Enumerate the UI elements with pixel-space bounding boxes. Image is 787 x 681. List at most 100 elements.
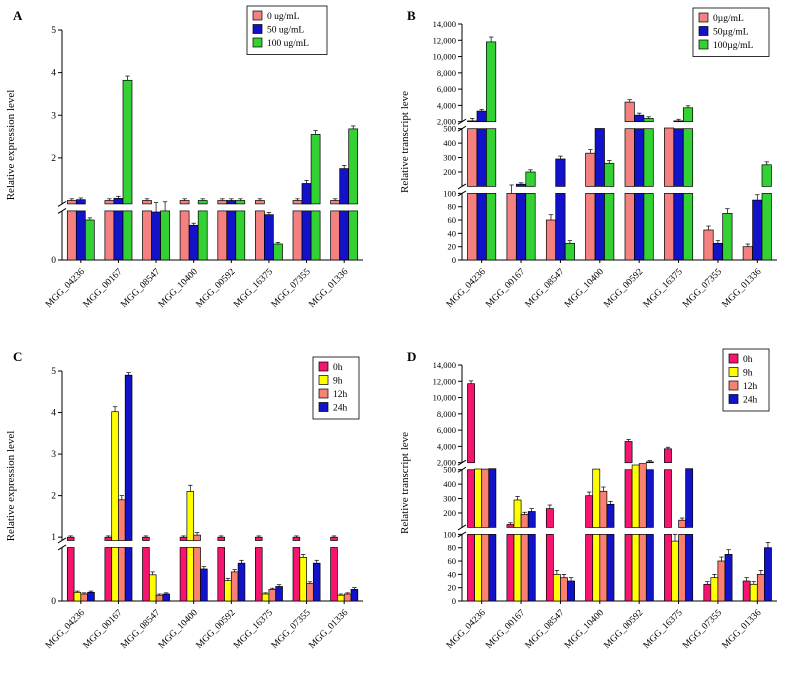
bar: [513, 499, 522, 528]
bar: [624, 128, 635, 187]
bar: [513, 534, 522, 602]
bar: [339, 168, 350, 205]
y-tick-label: 12,000: [433, 376, 456, 386]
legend-label: 24h: [743, 396, 758, 406]
category-label: MGG_00167: [484, 608, 527, 651]
bar: [188, 224, 199, 261]
bar: [179, 200, 190, 205]
bar: [261, 593, 270, 602]
y-tick-label: 8,000: [437, 68, 456, 78]
panel-b: B 0 20 40 60 80 100 200 300 400 500 2,000 4,000 6,00…: [394, 0, 787, 340]
y-tick-label: 400: [443, 479, 456, 489]
bar: [148, 574, 157, 602]
bar: [80, 593, 88, 602]
y-tick-label: 20: [448, 583, 457, 593]
bars: [467, 380, 772, 602]
bars: [66, 372, 359, 602]
y-tick-label: 4,000: [437, 100, 456, 110]
bar: [673, 193, 684, 261]
bar: [742, 246, 753, 261]
bar: [343, 593, 352, 602]
legend-label: 50µg/mL: [713, 28, 749, 38]
legend-label: 0 ug/mL: [267, 12, 300, 22]
y-ticks: 0 1 2 3 4 5: [51, 367, 62, 607]
bar: [142, 547, 150, 602]
bar: [155, 594, 164, 602]
bar: [594, 193, 605, 261]
y-tick-label: 40: [448, 228, 457, 238]
bar: [703, 229, 714, 261]
axis-break-mark: [57, 201, 67, 207]
bar: [200, 568, 208, 602]
bar: [179, 210, 190, 261]
bar: [75, 199, 86, 205]
y-tick-label: 80: [448, 202, 457, 212]
bar: [673, 128, 684, 187]
y-tick-label: 60: [448, 556, 457, 566]
panel-d-letter: D: [407, 349, 417, 364]
y-tick-label: 300: [443, 153, 456, 163]
bar: [268, 589, 277, 602]
bar: [752, 199, 763, 261]
bar: [255, 210, 265, 261]
bar: [624, 441, 633, 464]
category-label: MGG_01336: [307, 267, 350, 310]
bar: [255, 536, 263, 541]
category-label: MGG_16375: [642, 267, 685, 310]
bar: [703, 583, 712, 602]
bar: [645, 469, 654, 528]
bar: [142, 536, 150, 541]
category-label: MGG_00592: [195, 267, 238, 310]
category-label: MGG_01336: [721, 608, 764, 651]
bar: [66, 536, 75, 541]
bar: [678, 519, 687, 528]
category-label: MGG_04236: [445, 608, 488, 651]
bar: [488, 534, 497, 602]
y-tick-label: 200: [443, 508, 456, 518]
bar: [226, 200, 237, 205]
bar: [310, 134, 321, 205]
bar: [599, 490, 608, 528]
bar: [664, 469, 672, 528]
y-tick-label: 2,000: [437, 458, 456, 468]
legend-label: 0h: [743, 355, 753, 365]
bar: [264, 214, 274, 261]
bar: [292, 200, 303, 205]
bar: [712, 242, 723, 261]
bar: [142, 210, 152, 261]
bar: [638, 463, 647, 528]
legend: 0 ug/mL 50 ug/mL 100 ug/mL: [246, 5, 328, 55]
bar: [722, 213, 733, 261]
bar: [337, 594, 345, 602]
category-label: MGG_00592: [602, 608, 645, 651]
legend-swatch: [698, 12, 709, 23]
bar: [75, 210, 86, 261]
panel-a: A 0 2 3 4 5 Relative expression level MGG_0423…: [0, 0, 393, 340]
bar: [585, 193, 596, 261]
bar: [301, 183, 312, 205]
bar: [467, 383, 475, 464]
bar: [474, 468, 483, 528]
bar: [643, 193, 654, 261]
legend-label: 50 ug/mL: [267, 26, 304, 36]
bar: [339, 210, 350, 261]
bar: [118, 499, 126, 541]
legend-swatch: [318, 402, 329, 412]
category-label: MGG_10400: [563, 608, 606, 651]
category-label: MGG_04236: [44, 608, 87, 651]
bar: [592, 534, 601, 602]
bar: [520, 514, 529, 528]
panel-c-chart: 0 1 2 3 4 5 Relative expression level MGG_04236…: [5, 356, 363, 651]
bar: [685, 534, 694, 602]
bar: [564, 242, 575, 261]
bar: [312, 562, 321, 602]
y-tick-label: 400: [443, 138, 456, 148]
bar: [197, 200, 208, 205]
category-label: MGG_07355: [270, 608, 313, 651]
legend-swatch: [318, 361, 329, 372]
bar: [634, 193, 645, 261]
bar: [555, 193, 566, 261]
bar: [527, 534, 536, 602]
